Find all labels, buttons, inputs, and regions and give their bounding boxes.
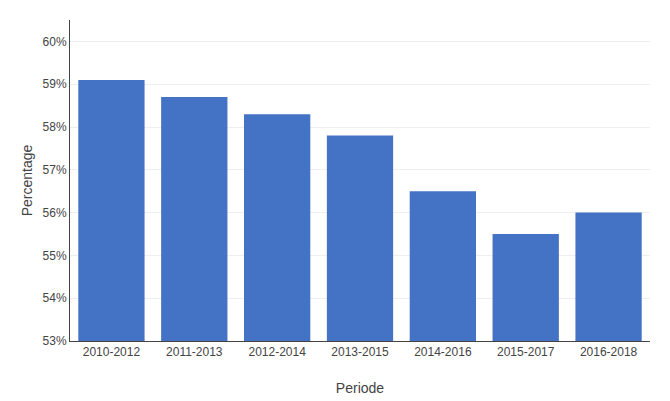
svg-text:53%: 53% bbox=[43, 334, 67, 348]
svg-text:Percentage: Percentage bbox=[19, 144, 35, 216]
svg-text:2010-2012: 2010-2012 bbox=[83, 345, 141, 359]
svg-text:57%: 57% bbox=[43, 163, 67, 177]
svg-text:60%: 60% bbox=[43, 35, 67, 49]
svg-text:2011-2013: 2011-2013 bbox=[166, 345, 223, 359]
svg-text:2016-2018: 2016-2018 bbox=[580, 345, 638, 359]
svg-text:58%: 58% bbox=[43, 120, 67, 134]
svg-text:2015-2017: 2015-2017 bbox=[497, 345, 555, 359]
svg-text:2014-2016: 2014-2016 bbox=[414, 345, 472, 359]
svg-text:2012-2014: 2012-2014 bbox=[248, 345, 306, 359]
svg-text:2013-2015: 2013-2015 bbox=[331, 345, 389, 359]
svg-text:54%: 54% bbox=[43, 291, 67, 305]
svg-text:55%: 55% bbox=[43, 249, 67, 263]
svg-text:59%: 59% bbox=[43, 77, 67, 91]
svg-text:56%: 56% bbox=[43, 206, 67, 220]
svg-text:Periode: Periode bbox=[336, 380, 384, 396]
